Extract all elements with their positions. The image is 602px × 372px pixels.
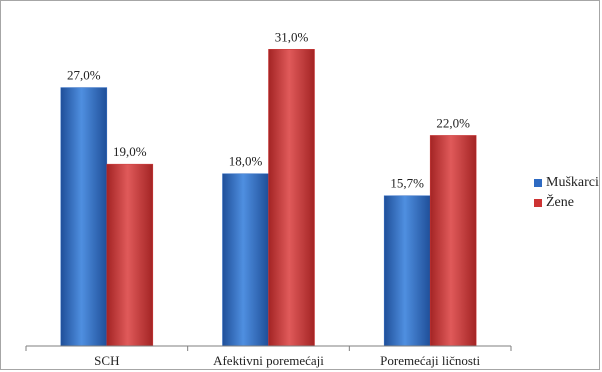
category-label-3: Poremećaji ličnosti bbox=[380, 353, 480, 368]
bar-1-3 bbox=[383, 195, 431, 347]
legend: Muškarci Žene bbox=[534, 173, 599, 213]
legend-label-series-1: Muškarci bbox=[546, 175, 599, 190]
bar-2-1 bbox=[106, 163, 154, 347]
bar-1-2 bbox=[222, 173, 269, 347]
data-label-2-3: 22,0% bbox=[436, 115, 470, 130]
bar-2-3 bbox=[429, 135, 477, 347]
legend-label-series-2: Žene bbox=[546, 195, 574, 210]
data-label-1-2: 18,0% bbox=[229, 154, 263, 169]
legend-swatch-series-1 bbox=[534, 179, 542, 187]
category-label-1: SCH bbox=[94, 353, 119, 368]
data-label-1-3: 15,7% bbox=[390, 176, 424, 191]
category-label-2: Afektivni poremećaji bbox=[213, 353, 324, 368]
data-label-2-1: 19,0% bbox=[113, 144, 147, 159]
legend-swatch-series-2 bbox=[534, 199, 542, 207]
bar-1-1 bbox=[60, 87, 108, 347]
data-label-1-1: 27,0% bbox=[67, 68, 101, 83]
bar-2-2 bbox=[268, 49, 315, 347]
legend-item-series-1: Muškarci bbox=[534, 173, 599, 193]
data-label-2-2: 31,0% bbox=[275, 29, 309, 44]
legend-item-series-2: Žene bbox=[534, 193, 599, 213]
